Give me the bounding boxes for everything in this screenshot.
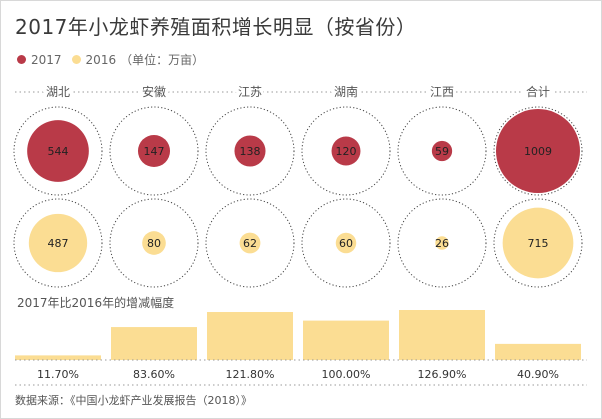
bubble-label-2017-3: 120 xyxy=(336,145,357,158)
legend-swatch-2017 xyxy=(17,55,26,64)
growth-bar-0 xyxy=(15,355,101,360)
bubble-outline-2016-5 xyxy=(493,198,583,288)
bubble-2017-2 xyxy=(234,135,266,167)
growth-label-2: 121.80% xyxy=(226,368,275,381)
bubble-outline-2017-0 xyxy=(13,106,103,196)
bubble-outline-2016-1 xyxy=(109,198,199,288)
bubble-2016-4 xyxy=(435,236,449,250)
legend-swatch-2016 xyxy=(71,55,81,64)
bubble-outline-2017-5 xyxy=(493,106,583,196)
category-label-2: 江苏 xyxy=(238,85,262,99)
bubble-2017-0 xyxy=(27,120,89,182)
bubble-outline-2017-3 xyxy=(301,106,391,196)
bubble-label-2017-4: 59 xyxy=(435,145,449,158)
growth-label-5: 40.90% xyxy=(517,368,559,381)
bubble-2017-1 xyxy=(137,134,171,168)
bubble-label-2016-2: 62 xyxy=(243,237,257,250)
category-label-4: 江西 xyxy=(430,85,454,99)
bubble-2016-2 xyxy=(239,232,261,254)
category-label-0: 湖北 xyxy=(46,84,70,99)
bubble-outline-2017-4 xyxy=(397,106,487,196)
bubble-label-2017-2: 138 xyxy=(240,145,261,158)
bubble-outline-2016-3 xyxy=(301,198,391,288)
legend: 2017 2016 （单位：万亩） xyxy=(17,51,214,68)
bubble-2017-3 xyxy=(331,136,361,166)
bubble-outline-2017-1 xyxy=(109,106,199,196)
bubble-label-2016-0: 487 xyxy=(48,237,69,250)
bubble-label-2016-1: 80 xyxy=(147,237,161,250)
growth-label-3: 100.00% xyxy=(322,368,371,381)
bubble-outline-2016-0 xyxy=(13,198,103,288)
bubble-label-2016-4: 26 xyxy=(435,237,449,250)
bubble-label-2016-5: 715 xyxy=(528,237,549,250)
bubble-outline-2016-2 xyxy=(205,198,295,288)
category-label-3: 湖南 xyxy=(334,84,358,99)
bubble-label-2017-0: 544 xyxy=(48,145,69,158)
legend-item-2017: 2017 xyxy=(17,53,62,67)
bubble-2016-3 xyxy=(335,232,357,254)
bubble-2016-1 xyxy=(142,231,166,255)
legend-label-2016: 2016 xyxy=(85,52,117,67)
bubble-2016-0 xyxy=(28,213,88,273)
growth-bar-2 xyxy=(207,312,293,360)
growth-label-4: 126.90% xyxy=(418,368,467,381)
bubble-2016-5 xyxy=(502,207,574,279)
growth-title: 2017年比2016年的增减幅度 xyxy=(17,295,174,310)
growth-label-1: 83.60% xyxy=(133,368,175,381)
growth-bar-4 xyxy=(399,310,485,360)
bubble-label-2016-3: 60 xyxy=(339,237,353,250)
growth-bar-1 xyxy=(111,327,197,360)
bubble-2017-5 xyxy=(496,109,580,193)
legend-item-2016: 2016 （单位：万亩） xyxy=(71,51,205,68)
bubble-label-2017-1: 147 xyxy=(144,145,165,158)
bubble-outline-2017-2 xyxy=(205,106,295,196)
growth-label-0: 11.70% xyxy=(37,368,79,381)
data-source: 数据来源：《中国小龙虾产业发展报告（2018）》 xyxy=(15,394,252,407)
bubble-2017-4 xyxy=(431,140,453,162)
chart-title: 2017年小龙虾养殖面积增长明显（按省份） xyxy=(15,15,417,39)
legend-label-2017: 2017 xyxy=(31,52,62,67)
bubble-label-2017-5: 1009 xyxy=(524,145,552,158)
bubble-outline-2016-4 xyxy=(397,198,487,288)
category-label-5: 合计 xyxy=(526,84,550,99)
category-label-1: 安徽 xyxy=(142,84,166,99)
growth-bar-5 xyxy=(495,343,581,360)
growth-bar-3 xyxy=(303,320,389,360)
legend-unit: （单位：万亩） xyxy=(120,53,205,67)
